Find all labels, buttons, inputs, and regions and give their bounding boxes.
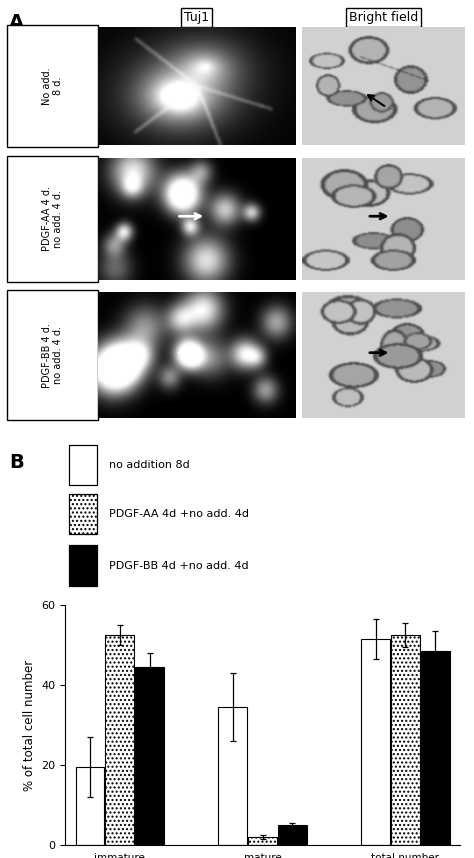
Text: No add.
8 d.: No add. 8 d. <box>42 68 63 106</box>
FancyBboxPatch shape <box>7 26 98 148</box>
FancyBboxPatch shape <box>7 290 98 420</box>
Text: PDGF-AA 4 d.
no add. 4 d.: PDGF-AA 4 d. no add. 4 d. <box>42 186 63 251</box>
Text: A: A <box>9 13 25 32</box>
Text: B: B <box>9 453 24 472</box>
Text: Tuj1: Tuj1 <box>184 10 209 24</box>
FancyBboxPatch shape <box>7 155 98 281</box>
Text: PDGF-BB 4 d.
no add. 4 d.: PDGF-BB 4 d. no add. 4 d. <box>42 323 63 388</box>
Text: Bright field: Bright field <box>349 10 418 24</box>
